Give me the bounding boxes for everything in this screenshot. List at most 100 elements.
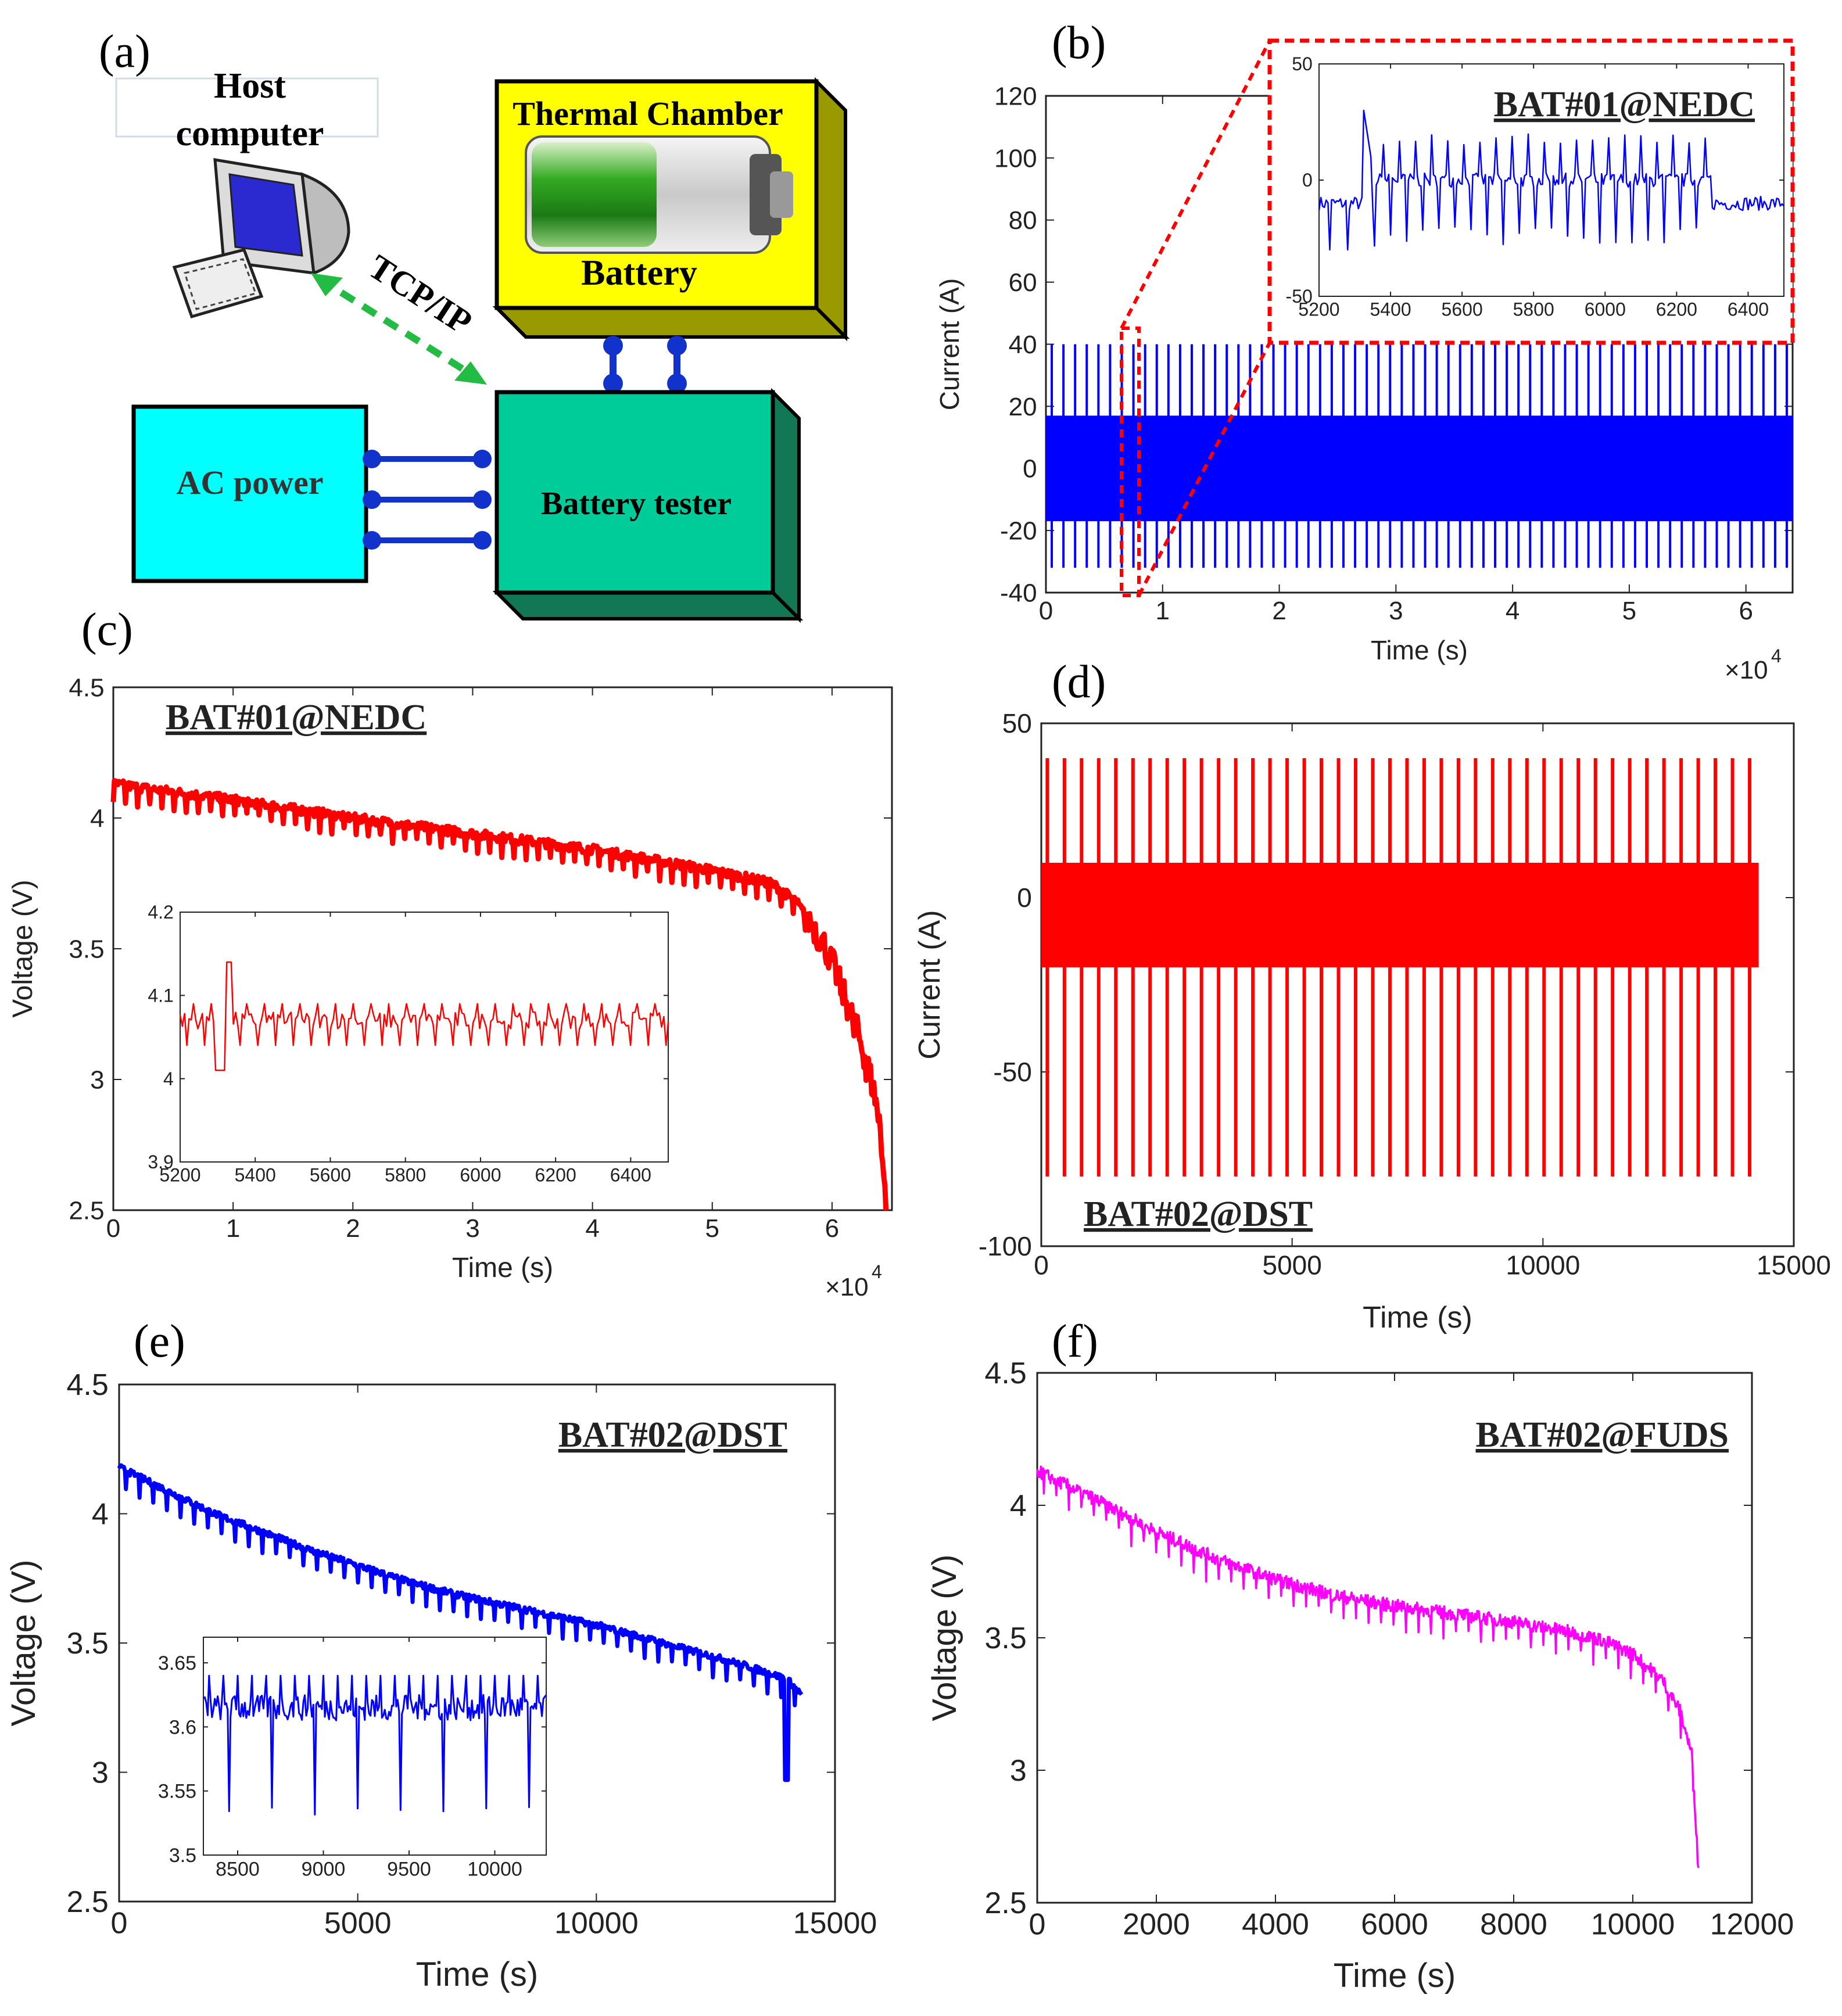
y-tick-label: -50 <box>1286 286 1313 307</box>
y-tick-label: -20 <box>1000 517 1037 546</box>
y-tick-label: 80 <box>1009 206 1037 235</box>
current-band <box>1046 415 1793 522</box>
plot-frame <box>1036 1372 1753 1904</box>
x-tick-label: 0 <box>106 1214 120 1243</box>
y-tick-label: 3.9 <box>148 1152 173 1172</box>
y-tick-label: 3.5 <box>67 1627 109 1660</box>
chamber-tester-connectors <box>603 336 687 393</box>
x-tick-label: 0 <box>1034 1250 1049 1280</box>
panel-a-schematic: (a) Host computer TCP/IP Thermal Chamber <box>99 26 850 623</box>
x-axis-label: Time (s) <box>416 1956 538 1993</box>
panel-label-d: (d) <box>1052 657 1106 708</box>
x-tick-label: 6000 <box>1361 1908 1428 1942</box>
x-tick-label: 2 <box>346 1214 360 1243</box>
x-tick-label: 2 <box>1272 597 1286 625</box>
y-tick-label: 3 <box>1010 1754 1027 1788</box>
y-tick-label: 2.5 <box>67 1885 109 1919</box>
x-tick-label: 15000 <box>1757 1250 1831 1280</box>
tcpip-label: TCP/IP <box>362 247 479 342</box>
plot-frame <box>1318 63 1784 297</box>
panel-label-e: (e) <box>134 1316 185 1367</box>
y-tick-label: 100 <box>994 144 1037 173</box>
y-tick-label: 3.6 <box>169 1716 196 1738</box>
y-tick-label: 50 <box>1292 53 1313 74</box>
inset-annotation: BAT#01@NEDC <box>1494 85 1755 124</box>
y-tick-label: 4.5 <box>69 673 104 702</box>
x-exponent: ×10 <box>825 1273 869 1301</box>
x-tick-label: 5000 <box>324 1907 392 1940</box>
zoom-connector <box>1120 40 1271 329</box>
chart-e-voltage-dst: 0 5000 10000 15000 2.5 3 3.5 4 4.5 Voltage (V) Tim… <box>5 1368 877 1993</box>
ac-power-box <box>131 404 368 583</box>
y-tick-label: 3.65 <box>158 1652 196 1674</box>
y-tick-label: 4.1 <box>148 985 173 1006</box>
y-tick-label: 2.5 <box>985 1886 1027 1920</box>
tcpip-link <box>311 273 487 385</box>
ac-power-label: AC power <box>177 464 324 501</box>
x-tick-label: 3 <box>465 1214 479 1243</box>
x-tick-label: 5400 <box>1370 299 1411 320</box>
y-tick-label: -50 <box>993 1057 1031 1087</box>
y-axis-label: Voltage (V) <box>8 880 38 1017</box>
x-tick-label: 1 <box>226 1214 240 1243</box>
panel-label-a: (a) <box>99 26 150 77</box>
x-tick-label: 6200 <box>1656 299 1697 320</box>
current-band <box>1041 863 1759 967</box>
x-tick-label: 0 <box>1029 1908 1046 1942</box>
x-tick-label: 6 <box>1739 597 1753 625</box>
x-tick-label: 10000 <box>467 1859 522 1881</box>
x-tick-label: 5200 <box>159 1165 200 1186</box>
y-tick-label: 3.5 <box>169 1845 196 1867</box>
y-tick-label: -100 <box>979 1231 1032 1261</box>
y-tick-label: 3.5 <box>69 935 104 963</box>
panel-label-c: (c) <box>81 604 133 655</box>
x-tick-label: 5600 <box>310 1165 351 1186</box>
x-tick-label: 3 <box>1389 597 1403 625</box>
y-tick-label: 4 <box>92 1498 109 1531</box>
x-tick-label: 6 <box>825 1214 839 1243</box>
y-tick-label: 3.55 <box>158 1781 196 1803</box>
zoom-connector <box>1137 342 1271 597</box>
annotation: BAT#01@NEDC <box>166 698 427 737</box>
chart-f-voltage-fuds: 0 2000 4000 6000 8000 10000 12000 2.5 3 3.5 4 4.5 Vo… <box>926 1357 1794 1995</box>
x-tick-label: 6000 <box>460 1165 501 1186</box>
y-axis-label: Voltage (V) <box>5 1560 42 1727</box>
y-tick-label: 4.5 <box>985 1357 1027 1390</box>
chart-d-current-dst: 0 5000 10000 15000 -100 -50 0 50 Current (A) Time… <box>913 708 1831 1335</box>
x-tick-label: 9500 <box>387 1859 431 1881</box>
plot-frame <box>180 912 669 1163</box>
plot-frame <box>203 1637 547 1856</box>
y-tick-label: 3 <box>90 1066 104 1094</box>
y-tick-label: 0 <box>1302 170 1313 191</box>
y-tick-label: 3.5 <box>985 1622 1027 1655</box>
y-axis-label: Current (A) <box>934 278 965 410</box>
y-tick-label: -40 <box>1000 579 1037 607</box>
y-tick-label: 4 <box>90 804 104 833</box>
zoom-region <box>1120 327 1141 597</box>
inset-voltage-line <box>203 1674 547 1816</box>
power-wires <box>363 450 492 550</box>
y-axis-label: Voltage (V) <box>926 1555 963 1721</box>
x-tick-label: 0 <box>111 1907 128 1940</box>
inset-voltage-line <box>179 961 669 1071</box>
battery-label: Battery <box>581 253 697 293</box>
computer-icon <box>172 158 350 319</box>
x-tick-label: 12000 <box>1710 1908 1794 1942</box>
x-tick-label: 1 <box>1156 597 1170 625</box>
voltage-line <box>117 1463 804 1782</box>
x-tick-label: 6400 <box>1728 299 1769 320</box>
annotation: BAT#02@FUDS <box>1476 1415 1729 1455</box>
x-tick-label: 8500 <box>216 1859 260 1881</box>
chart-c-voltage-nedc: 0 1 2 3 4 5 6 2.5 3 3.5 4 4.5 Voltage (V) Time (s) ×10… <box>8 673 893 1301</box>
x-tick-label: 5200 <box>1298 299 1339 320</box>
x-tick-label: 5 <box>1622 597 1636 625</box>
y-tick-label: 4.2 <box>148 902 173 923</box>
x-tick-label: 5400 <box>235 1165 276 1186</box>
x-tick-label: 6000 <box>1585 299 1626 320</box>
y-tick-label: 50 <box>1002 708 1032 738</box>
x-tick-label: 6400 <box>610 1165 651 1186</box>
x-tick-label: 5800 <box>1513 299 1554 320</box>
x-tick-label: 0 <box>1039 597 1053 625</box>
